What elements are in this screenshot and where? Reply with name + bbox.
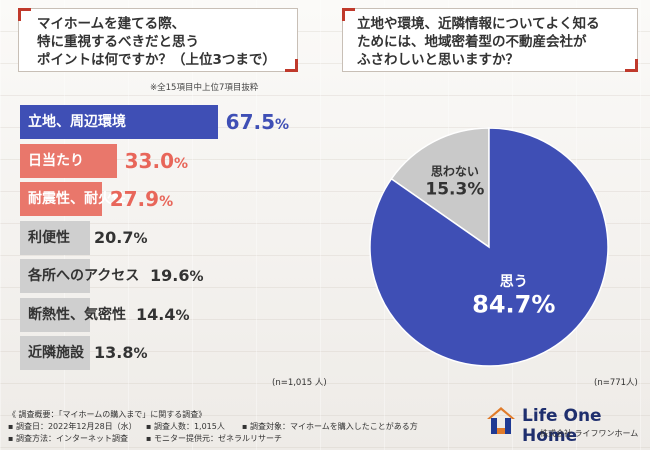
question-line: 特に重視するべきだと思う xyxy=(37,34,199,50)
question-line: マイホームを建てる際、 xyxy=(37,16,186,32)
question-line: ポイントは何ですか？（上位3つまで） xyxy=(37,52,276,68)
bar-value-label: 14.4% xyxy=(136,304,190,324)
question-box-right: 立地や環境、近隣情報についてよく知る ためには、地域密着型の不動産会社が ふさわ… xyxy=(342,8,638,72)
survey-target: ▪ 調査対象：マイホームを購入したことがある方 xyxy=(242,422,418,431)
bar-mark xyxy=(20,297,90,332)
bar-mark xyxy=(20,259,90,293)
subset-note: ※全15項目中上位7項目抜粋 xyxy=(150,83,259,93)
question-box-left: マイホームを建てる際、 特に重視するべきだと思う ポイントは何ですか？（上位3つ… xyxy=(18,8,298,72)
corner-accent xyxy=(18,8,31,21)
pie-slice-label: 思わない xyxy=(431,165,479,179)
pie-chart-n-label: (n=771人) xyxy=(594,378,638,388)
bar-mark xyxy=(20,336,90,370)
pie-value-label: 15.3% xyxy=(425,179,484,199)
bar-category-label: 利便性 xyxy=(28,229,70,246)
bar-value-label: 20.7% xyxy=(94,227,148,247)
bar-category-label: 近隣施設 xyxy=(28,345,84,361)
pie-slice xyxy=(369,127,609,367)
pie-slice xyxy=(390,127,490,249)
bar-category-label: 耐震性、耐火性 xyxy=(28,191,126,207)
bar-value-label: 67.5% xyxy=(225,110,290,134)
bar-category-label: 各所へのアクセス xyxy=(28,268,140,284)
bar-mark xyxy=(20,182,102,216)
bar-category-label: 立地、周辺環境 xyxy=(28,114,126,130)
bar-mark xyxy=(20,105,218,139)
question-line: ふさわしいと思いますか？ xyxy=(357,52,519,68)
bar-category-label: 日当たり xyxy=(28,152,84,169)
house-logo-icon xyxy=(487,407,515,434)
bar-category-label: 断熱性、気密性 xyxy=(28,306,126,323)
corner-accent xyxy=(625,59,638,72)
bar-mark xyxy=(20,143,117,178)
corner-accent xyxy=(342,8,355,21)
question-line: 立地や環境、近隣情報についてよく知る xyxy=(357,16,600,32)
bar-value-label: 19.6% xyxy=(150,266,204,285)
pie-value-label: 84.7% xyxy=(472,290,555,318)
survey-method: ▪ 調査方法：インターネット調査 xyxy=(8,434,128,443)
survey-count: ▪ 調査人数：1,015人 xyxy=(146,422,225,431)
bar-value-label: 33.0% xyxy=(124,148,189,173)
survey-title: 《 調査概要：「マイホームの購入まで」に関する調査》 xyxy=(8,410,207,419)
logo-name: Life One Home xyxy=(522,406,602,446)
logo-subtitle: 株式会社 ライフワンホーム xyxy=(540,429,639,438)
bar-mark xyxy=(20,220,90,255)
survey-provider: ▪ モニター提供元：ゼネラルリサーチ xyxy=(146,434,282,443)
bar-value-label: 13.8% xyxy=(94,343,148,362)
bar-chart-n-label: (n=1,015 人) xyxy=(272,378,327,388)
question-line: ためには、地域密着型の不動産会社が xyxy=(357,34,587,50)
pie-slice-label: 思う xyxy=(500,274,528,290)
bar-value-label: 27.9% xyxy=(109,187,174,211)
survey-date: ▪ 調査日：2022年12月28日（水） xyxy=(8,422,137,431)
corner-accent xyxy=(285,59,298,72)
